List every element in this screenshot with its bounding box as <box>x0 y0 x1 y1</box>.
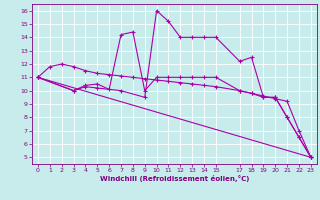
X-axis label: Windchill (Refroidissement éolien,°C): Windchill (Refroidissement éolien,°C) <box>100 175 249 182</box>
